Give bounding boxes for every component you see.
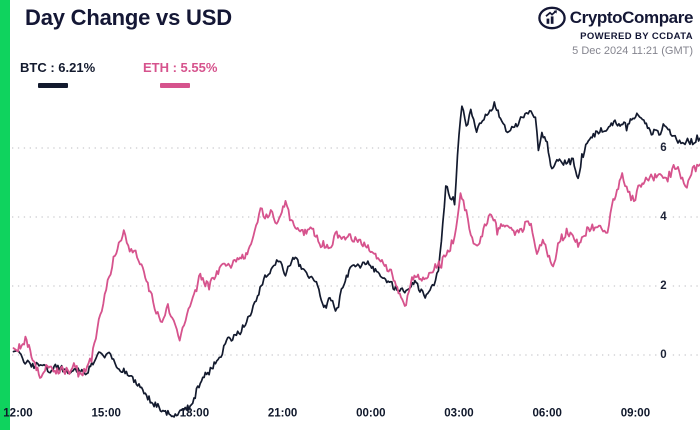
x-axis-tick-label: 12:00 <box>3 408 32 420</box>
btc-series-line <box>12 101 700 418</box>
x-axis-tick-label: 09:00 <box>621 408 650 420</box>
x-axis-tick-label: 15:00 <box>91 408 120 420</box>
cryptocompare-logo-icon <box>537 6 567 30</box>
day-change-line-chart[interactable]: 12:00 15:00 18:00 21:00 00:00 03:00 06:00 09:00… <box>0 95 700 430</box>
y-axis-tick-label: 4 <box>660 211 667 223</box>
brand-name: CryptoCompare <box>569 8 694 27</box>
eth-series-line <box>12 163 700 379</box>
legend-eth-swatch <box>160 83 190 88</box>
legend-btc-label: BTC : 6.21% <box>20 60 96 75</box>
powered-by-label: POWERED BY CCDATA <box>580 31 693 42</box>
y-axis-tick-label: 6 <box>660 142 666 154</box>
y-axis-tick-label: 2 <box>660 280 666 292</box>
green-accent-bar <box>0 0 10 430</box>
x-axis-tick-label: 18:00 <box>180 408 209 420</box>
x-axis-tick-label: 00:00 <box>356 408 385 420</box>
x-axis-tick-label: 21:00 <box>268 408 297 420</box>
chart-timestamp: 5 Dec 2024 11:21 (GMT) <box>572 45 693 57</box>
brand-block: CryptoCompare POWERED BY CCDATA 5 Dec 20… <box>537 6 693 57</box>
legend-btc-swatch <box>38 83 68 88</box>
legend-eth-label: ETH : 5.55% <box>143 60 218 75</box>
y-axis-tick-label: 0 <box>660 349 666 361</box>
x-axis-tick-label: 03:00 <box>444 408 473 420</box>
x-axis-tick-label: 06:00 <box>532 408 561 420</box>
page-title: Day Change vs USD <box>25 5 232 30</box>
